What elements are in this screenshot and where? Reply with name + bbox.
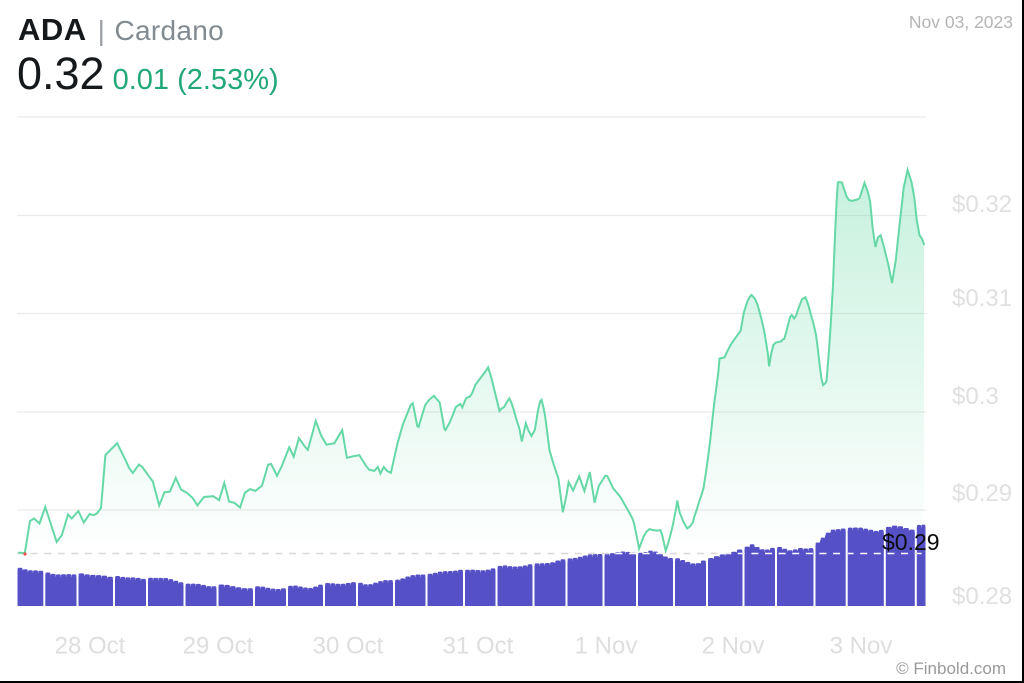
svg-text:28 Oct: 28 Oct (55, 633, 126, 660)
svg-text:$0.28: $0.28 (952, 583, 1012, 610)
svg-text:30 Oct: 30 Oct (313, 633, 384, 660)
svg-text:© Finbold.com: © Finbold.com (896, 659, 1006, 678)
svg-text:31 Oct: 31 Oct (443, 633, 514, 660)
svg-text:1 Nov: 1 Nov (575, 633, 638, 660)
svg-text:2 Nov: 2 Nov (702, 633, 765, 660)
svg-text:$0.32: $0.32 (952, 191, 1012, 218)
svg-text:$0.3: $0.3 (952, 383, 999, 410)
svg-text:3 Nov: 3 Nov (830, 633, 893, 660)
svg-text:29 Oct: 29 Oct (183, 633, 254, 660)
svg-text:$0.29: $0.29 (952, 480, 1012, 507)
svg-text:$0.29: $0.29 (882, 529, 940, 555)
svg-text:$0.31: $0.31 (952, 285, 1012, 312)
